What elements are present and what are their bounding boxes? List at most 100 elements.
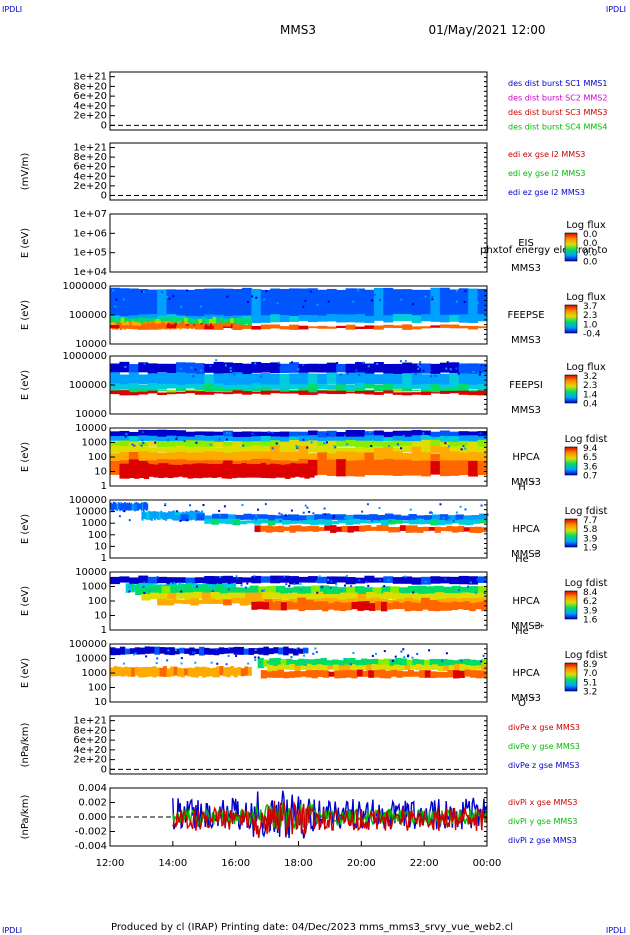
spectrogram-cell xyxy=(110,576,120,585)
y-tick-label: 10000 xyxy=(75,654,107,665)
spectrogram-cell xyxy=(210,591,220,599)
colorbar-tick-label: 0.4 xyxy=(583,400,598,410)
spectrogram-cell xyxy=(477,446,488,454)
x-tick-label: 14:00 xyxy=(158,858,187,869)
spectrogram-cell xyxy=(339,670,347,679)
spectrogram-cell xyxy=(458,460,469,476)
spectrogram-cell xyxy=(378,659,385,667)
spectrogram-cell xyxy=(150,511,153,521)
spectrogram-cell xyxy=(185,452,196,462)
legend-entry: des dist burst SC2 MMS2 xyxy=(508,94,607,103)
spectrogram-speckle xyxy=(110,367,113,370)
spectrogram-speckle xyxy=(186,289,189,292)
spectrogram-speckle xyxy=(296,446,299,449)
spectrogram-speckle xyxy=(291,361,294,364)
spectrogram-cell xyxy=(110,441,120,449)
spectrogram-speckle xyxy=(215,648,218,651)
spectrogram-speckle xyxy=(333,300,336,303)
spectrogram-cell xyxy=(110,436,120,441)
spectrogram-cell xyxy=(345,384,356,391)
spectrogram-speckle xyxy=(387,578,390,581)
spectrogram-cell xyxy=(180,514,190,522)
spectrogram-speckle xyxy=(339,373,342,376)
spectrogram-cell xyxy=(232,388,243,391)
spectrogram-cell xyxy=(263,602,270,610)
spectrogram-cell xyxy=(411,392,422,395)
spectrogram-cell xyxy=(347,526,354,533)
spectrogram-cell xyxy=(278,664,285,670)
spectrogram-cell xyxy=(439,390,450,394)
spectrogram-speckle xyxy=(225,438,228,441)
spectrogram-speckle xyxy=(457,372,460,375)
spectrogram-cell xyxy=(331,520,340,525)
spectrogram-cell xyxy=(110,445,120,453)
spectrogram-cell xyxy=(392,313,403,322)
spectrogram-cell xyxy=(454,598,463,605)
spectrogram-cell xyxy=(468,576,479,585)
spectrogram-cell xyxy=(158,511,161,520)
spectrogram-cell xyxy=(119,430,130,438)
spectrogram-speckle xyxy=(249,294,252,297)
spectrogram-cell xyxy=(449,460,460,476)
spectrogram-cell xyxy=(269,658,276,668)
legend-entry: edi ex gse l2 MMS3 xyxy=(508,150,585,159)
spectrogram-speckle xyxy=(224,364,227,367)
spectrogram-speckle xyxy=(419,365,422,368)
spectrogram-cell xyxy=(457,602,464,610)
spectrogram-cell xyxy=(469,592,479,601)
spectrogram-speckle xyxy=(271,431,274,434)
spectrogram-cell xyxy=(223,575,234,585)
spectrogram-speckle xyxy=(428,433,431,436)
spectrogram-speckle xyxy=(469,581,472,584)
spectrogram-cell xyxy=(142,502,145,512)
spectrogram-cell xyxy=(392,388,403,392)
spectrogram-cell xyxy=(410,664,417,670)
spectrogram-cell xyxy=(362,670,369,677)
spectrogram-speckle xyxy=(255,296,258,299)
spectrogram-cell xyxy=(249,585,259,596)
colorbar-tick-label: 8.4 xyxy=(583,588,598,598)
spectrogram-cell xyxy=(421,383,431,390)
spectrogram-cell xyxy=(322,593,332,599)
spectrogram-speckle xyxy=(266,661,269,664)
spectrogram-cell xyxy=(402,520,410,524)
spectrogram-cell xyxy=(175,289,186,318)
spectrogram-cell xyxy=(239,598,249,606)
spectrogram-cell xyxy=(360,665,367,670)
spectrogram-speckle xyxy=(303,297,306,300)
spectrogram-cell xyxy=(465,520,474,526)
y-tick-label: 0.000 xyxy=(78,812,107,823)
x-tick-label: 12:00 xyxy=(96,858,125,869)
spectrogram-cell xyxy=(117,319,122,325)
spectrogram-speckle xyxy=(179,367,182,370)
spectrogram-cell xyxy=(453,670,460,679)
spectrogram-cell xyxy=(163,511,166,521)
spectrogram-cell xyxy=(130,502,133,511)
spectrogram-cell xyxy=(230,666,235,676)
spectrogram-cell xyxy=(166,324,177,329)
spectrogram-cell xyxy=(270,288,281,319)
spectrogram-cell xyxy=(439,441,450,449)
spectrogram-speckle xyxy=(389,520,392,523)
spectrogram-speckle xyxy=(192,375,195,378)
spectrogram-cell xyxy=(127,322,131,329)
spectrogram-cell xyxy=(402,362,413,374)
spectrogram-cell xyxy=(157,390,168,392)
spectrogram-cell xyxy=(289,663,296,670)
spectrogram-speckle xyxy=(462,445,465,448)
spectrogram-cell xyxy=(404,665,411,671)
spectrogram-cell xyxy=(477,436,488,443)
spectrogram-cell xyxy=(251,441,262,448)
spectrogram-cell xyxy=(355,436,365,443)
spectrogram-cell xyxy=(128,364,139,373)
spectrogram-cell xyxy=(392,577,403,584)
spectrogram-cell xyxy=(468,314,479,323)
spectrogram-cell xyxy=(392,374,403,385)
spectrogram-cell xyxy=(164,647,170,655)
spectrogram-cell xyxy=(468,441,479,447)
spectrogram-cell xyxy=(241,577,252,583)
spectrogram-cell xyxy=(204,647,210,655)
spectrogram-cell xyxy=(175,430,186,439)
spectrogram-cell xyxy=(129,463,135,479)
spectrogram-cell xyxy=(336,459,347,477)
